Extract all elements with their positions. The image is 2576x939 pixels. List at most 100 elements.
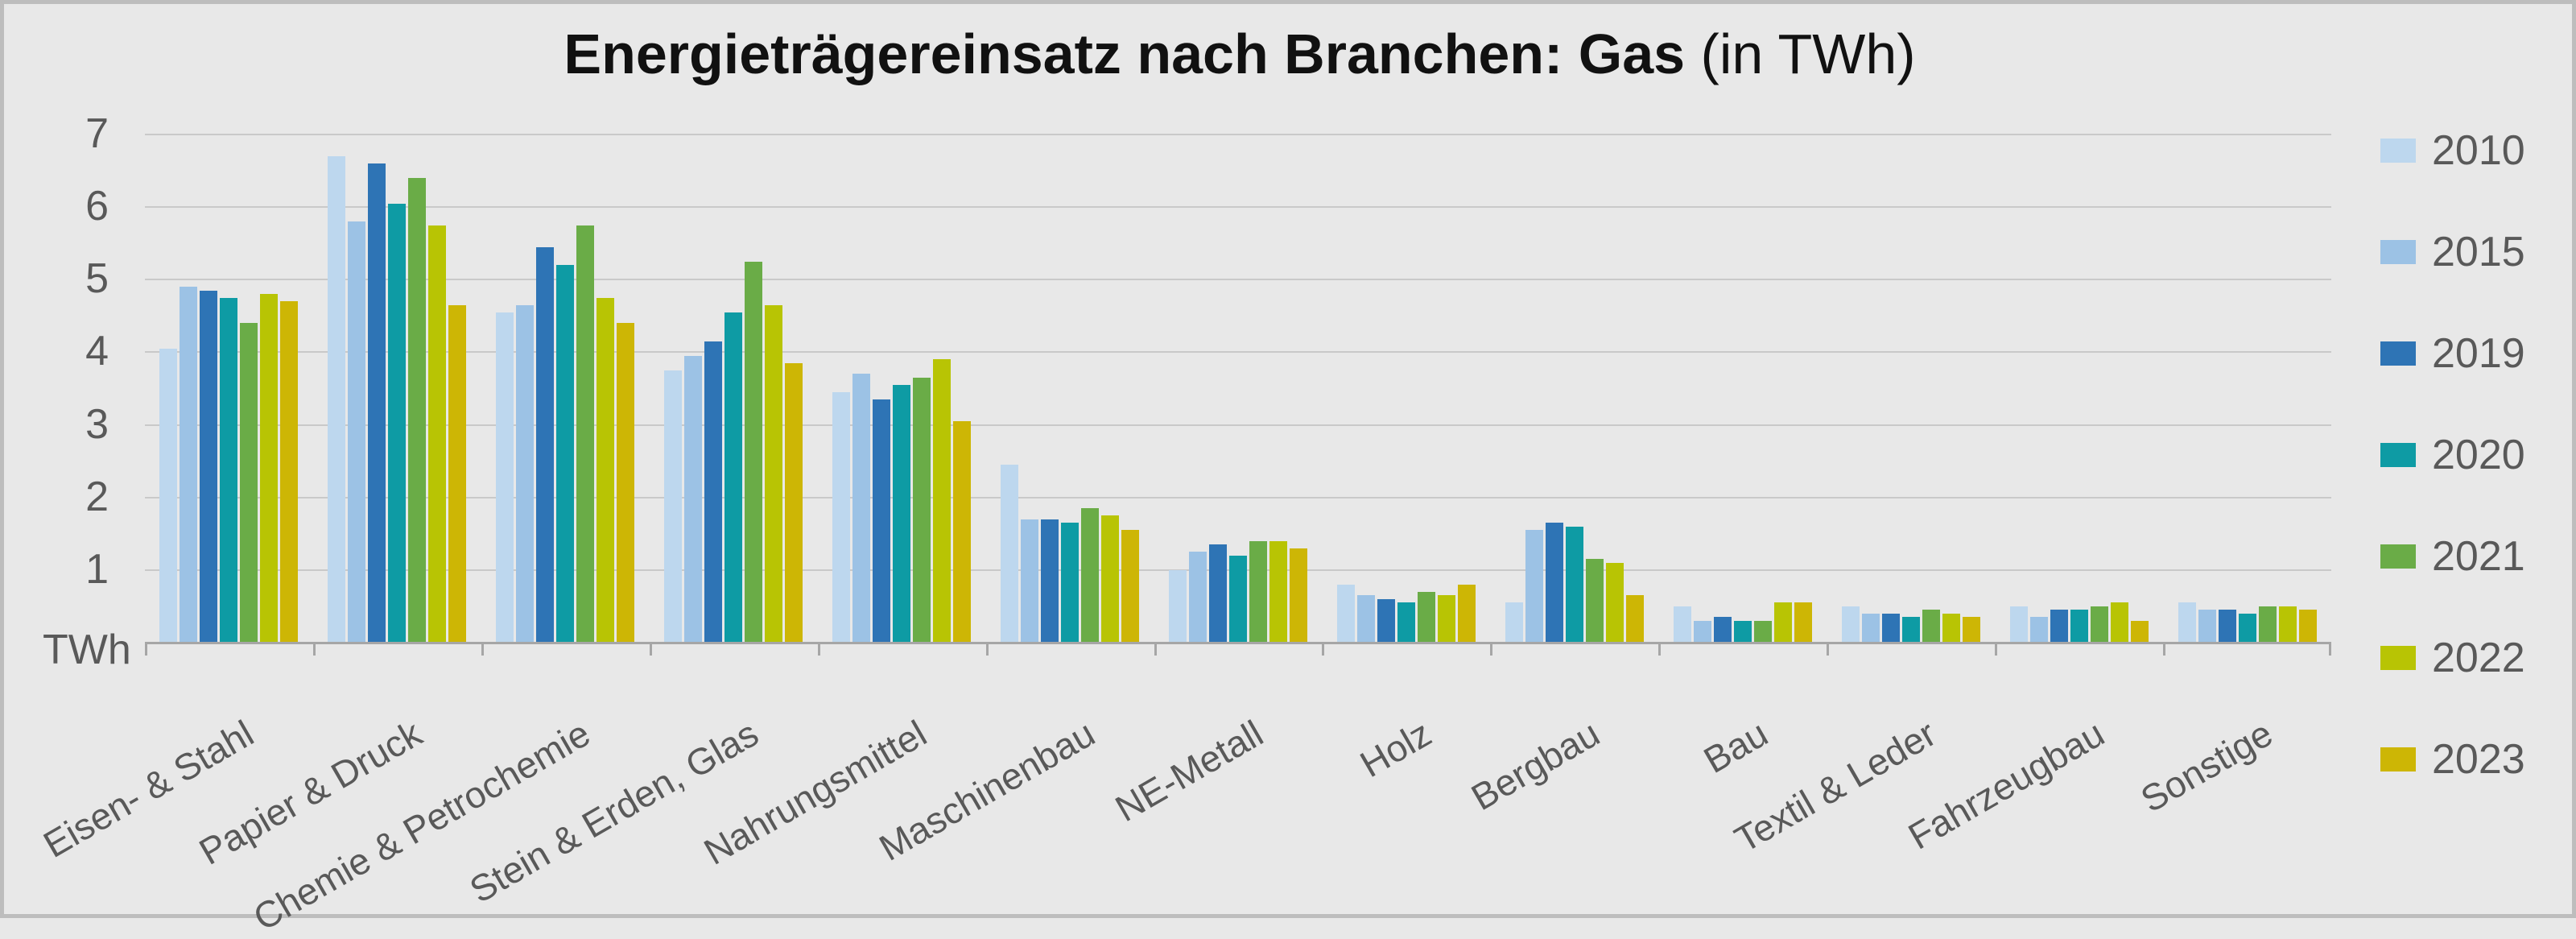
bar-2010 <box>1336 584 1355 643</box>
bar-2022 <box>1942 613 1960 643</box>
bar-2021 <box>2258 606 2277 643</box>
bar-2023 <box>1289 548 1307 643</box>
bar-group-2 <box>313 134 481 643</box>
bar-2021 <box>1417 591 1435 643</box>
chart-legend: 2010 2015 2019 2020 2021 2022 2023 <box>2380 127 2525 840</box>
bar-2010 <box>832 392 851 643</box>
category-label: Sonstige <box>2132 712 2280 821</box>
axis-tick <box>649 643 652 656</box>
legend-label: 2015 <box>2432 229 2525 275</box>
bar-2015 <box>1356 595 1375 643</box>
legend-item-2010: 2010 <box>2380 127 2525 174</box>
legend-swatch <box>2380 544 2416 569</box>
bar-2023 <box>448 304 467 643</box>
bar-2021 <box>240 323 258 643</box>
y-tick-label: 4 <box>85 328 109 375</box>
axis-tick <box>2163 643 2166 656</box>
bar-2015 <box>1021 519 1039 643</box>
bar-2019 <box>873 399 891 643</box>
bar-2015 <box>516 304 535 643</box>
bar-2020 <box>2238 613 2256 643</box>
bar-2010 <box>1841 606 1860 643</box>
bar-2020 <box>1733 620 1752 643</box>
bar-2021 <box>1081 508 1100 643</box>
gridline <box>145 279 2331 281</box>
bar-2010 <box>1673 606 1691 643</box>
bar-2010 <box>2009 606 2028 643</box>
bar-2023 <box>1794 602 1812 643</box>
bar-2023 <box>1121 530 1140 643</box>
bar-group-4 <box>650 134 818 643</box>
bar-2023 <box>1457 584 1476 643</box>
bar-2023 <box>617 323 635 643</box>
bar-2010 <box>664 370 683 643</box>
bar-2023 <box>1962 617 1980 643</box>
axis-tick <box>985 643 989 656</box>
bar-2010 <box>2178 602 2196 643</box>
bar-2021 <box>1249 540 1267 643</box>
bar-2015 <box>1693 620 1711 643</box>
bar-2022 <box>1605 562 1624 643</box>
bar-2010 <box>1001 465 1019 643</box>
legend-label: 2010 <box>2432 127 2525 174</box>
bar-2020 <box>1901 617 1920 643</box>
bar-2015 <box>1525 530 1543 643</box>
legend-label: 2023 <box>2432 736 2525 783</box>
bar-2020 <box>1397 602 1415 643</box>
axis-tick <box>1154 643 1157 656</box>
bar-2015 <box>1861 613 1880 643</box>
axis-tick <box>1995 643 1998 656</box>
bar-group-5 <box>818 134 986 643</box>
bar-2022 <box>2278 606 2297 643</box>
legend-item-2020: 2020 <box>2380 432 2525 478</box>
axis-tick <box>1490 643 1493 656</box>
bar-2023 <box>1625 595 1644 643</box>
legend-swatch <box>2380 139 2416 163</box>
axis-tick <box>817 643 820 656</box>
axis-tick <box>1322 643 1325 656</box>
legend-swatch <box>2380 646 2416 670</box>
gridline <box>145 496 2331 498</box>
bar-2019 <box>200 290 218 643</box>
bar-2019 <box>368 163 386 643</box>
bar-2021 <box>576 225 595 643</box>
bar-2022 <box>2110 602 2128 643</box>
bar-2022 <box>765 304 783 643</box>
y-tick-label: 2 <box>85 473 109 520</box>
gridline <box>145 134 2331 135</box>
y-tick-label: 7 <box>85 110 109 157</box>
bar-2020 <box>1061 523 1080 643</box>
x-axis-line <box>145 642 2331 644</box>
bar-2023 <box>2298 610 2317 643</box>
bar-2019 <box>536 246 555 643</box>
legend-swatch <box>2380 240 2416 264</box>
legend-label: 2021 <box>2432 533 2525 580</box>
bar-group-3 <box>481 134 650 643</box>
gridline <box>145 206 2331 209</box>
bar-2019 <box>1377 598 1395 643</box>
bar-2021 <box>1753 620 1772 643</box>
y-tick-label: 5 <box>85 255 109 303</box>
category-label: Bau <box>1696 712 1775 782</box>
bar-2020 <box>556 265 575 643</box>
bar-2010 <box>328 156 346 643</box>
plot-area <box>145 134 2331 656</box>
legend-item-2023: 2023 <box>2380 736 2525 783</box>
y-axis-unit-label: TWh <box>43 627 131 673</box>
bar-2020 <box>388 203 407 643</box>
legend-swatch <box>2380 443 2416 467</box>
legend-swatch <box>2380 747 2416 771</box>
bar-2010 <box>1505 602 1523 643</box>
bar-group-11 <box>1827 134 1995 643</box>
bar-2019 <box>2218 610 2236 643</box>
legend-item-2015: 2015 <box>2380 229 2525 275</box>
category-label: Holz <box>1352 712 1439 786</box>
bar-2019 <box>1041 519 1059 643</box>
bar-group-6 <box>986 134 1154 643</box>
category-label: NE-Metall <box>1108 712 1270 830</box>
y-tick-label: 6 <box>85 183 109 230</box>
bar-2010 <box>1168 569 1187 643</box>
bar-2015 <box>180 287 198 643</box>
bar-2021 <box>2090 606 2108 643</box>
